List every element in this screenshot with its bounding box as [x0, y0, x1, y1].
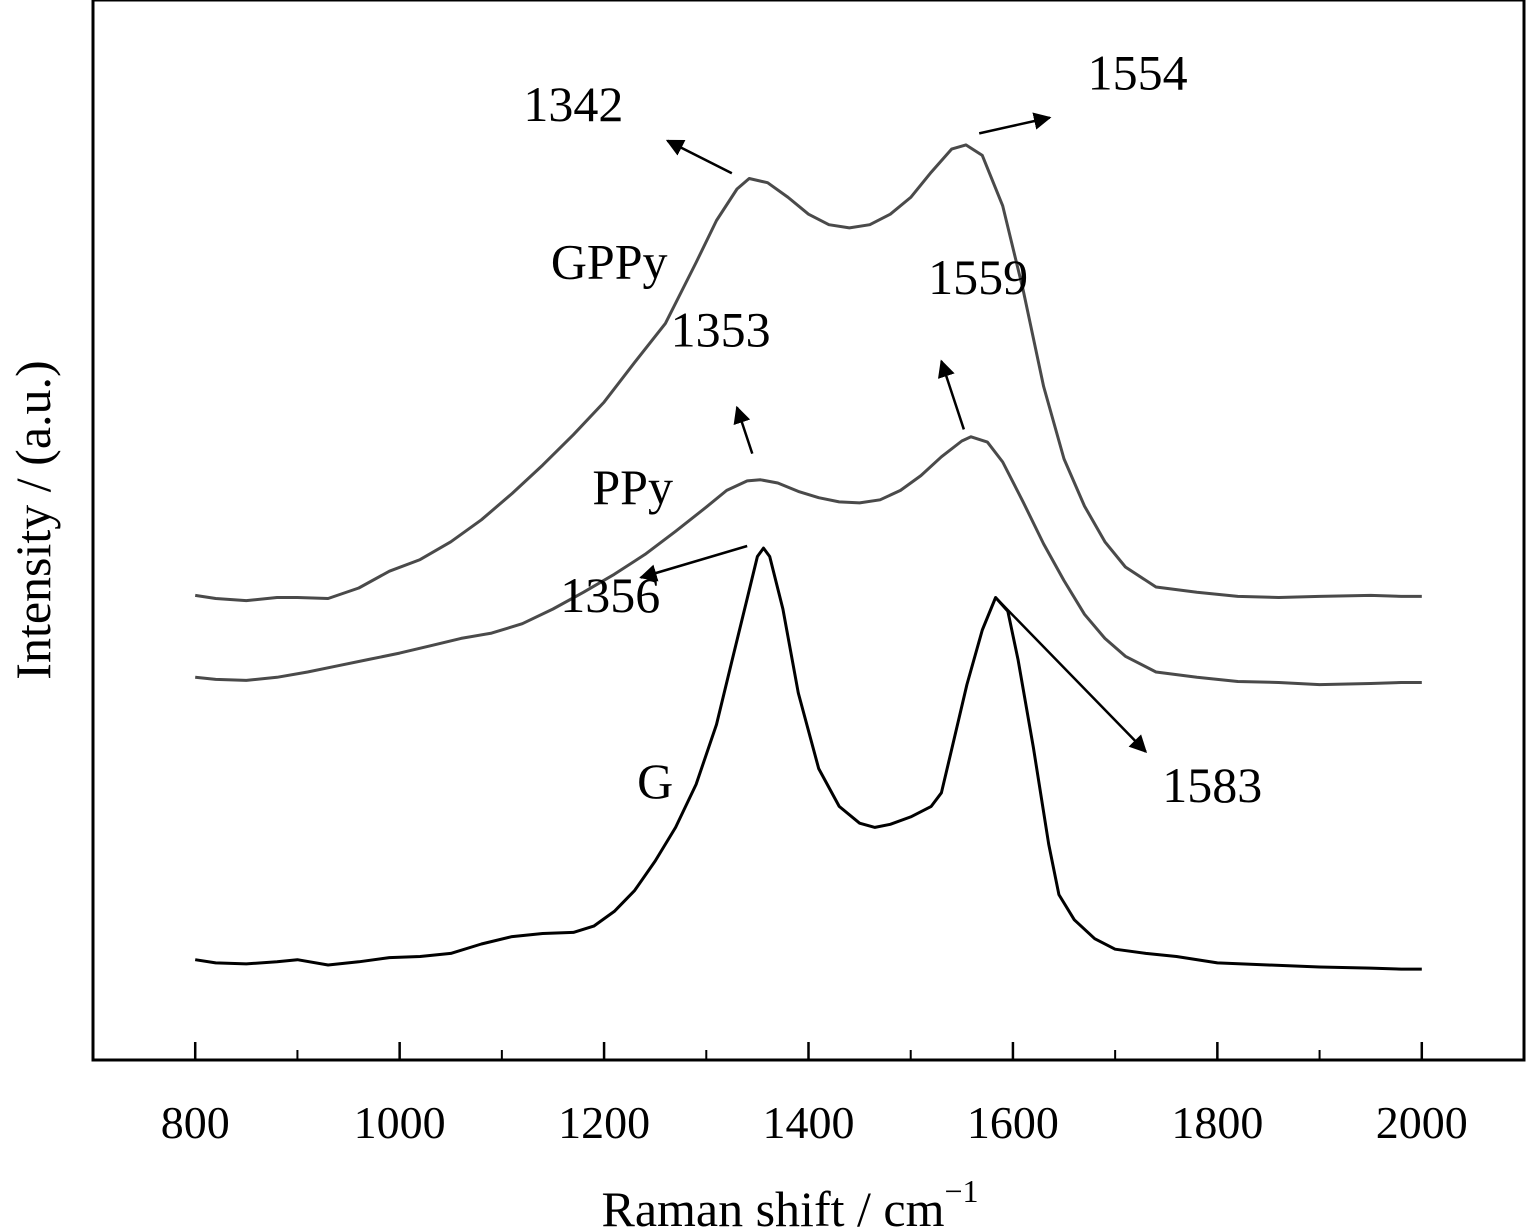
- peak-annotations: 1342 1554 1353 1559 1356 1583: [523, 44, 1262, 813]
- x-tick-label: 2000: [1376, 1097, 1468, 1148]
- series-line-g: [194, 546, 1422, 971]
- x-axis-ticks: 800 1000 1200 1400 1600 1800 2000: [161, 1042, 1468, 1148]
- peak-label: 1353: [671, 302, 771, 358]
- x-axis-title: Raman shift / cm−1: [601, 1173, 978, 1229]
- peak-label: 1583: [1162, 757, 1262, 813]
- x-tick-label: 1200: [558, 1097, 650, 1148]
- peak-arrow: [665, 139, 733, 175]
- peak-arrow: [978, 112, 1052, 135]
- y-axis-title: Intensity / (a.u.): [5, 360, 61, 679]
- spectrum-curves: [194, 143, 1422, 971]
- plot-frame: [91, 0, 1526, 1062]
- x-tick-label: 1400: [763, 1097, 855, 1148]
- peak-arrow: [996, 598, 1148, 754]
- peak-label: 1356: [560, 567, 660, 623]
- peak-label: 1342: [523, 76, 623, 132]
- peak-label: 1559: [928, 249, 1028, 305]
- series-line-ppy: [195, 435, 1422, 687]
- series-label-g: G: [637, 753, 673, 809]
- x-tick-label: 1600: [967, 1097, 1059, 1148]
- peak-arrow: [937, 359, 966, 430]
- series-label-ppy: PPy: [592, 459, 673, 515]
- series-labels: GPPy PPy G: [551, 233, 673, 809]
- x-tick-label: 1800: [1171, 1097, 1263, 1148]
- x-tick-label: 1000: [354, 1097, 446, 1148]
- series-label-gppy: GPPy: [551, 233, 668, 289]
- peak-arrow: [639, 544, 748, 582]
- peak-arrow: [733, 405, 754, 454]
- x-tick-label: 800: [161, 1097, 230, 1148]
- peak-label: 1554: [1088, 44, 1188, 100]
- series-line-gppy: [194, 143, 1422, 603]
